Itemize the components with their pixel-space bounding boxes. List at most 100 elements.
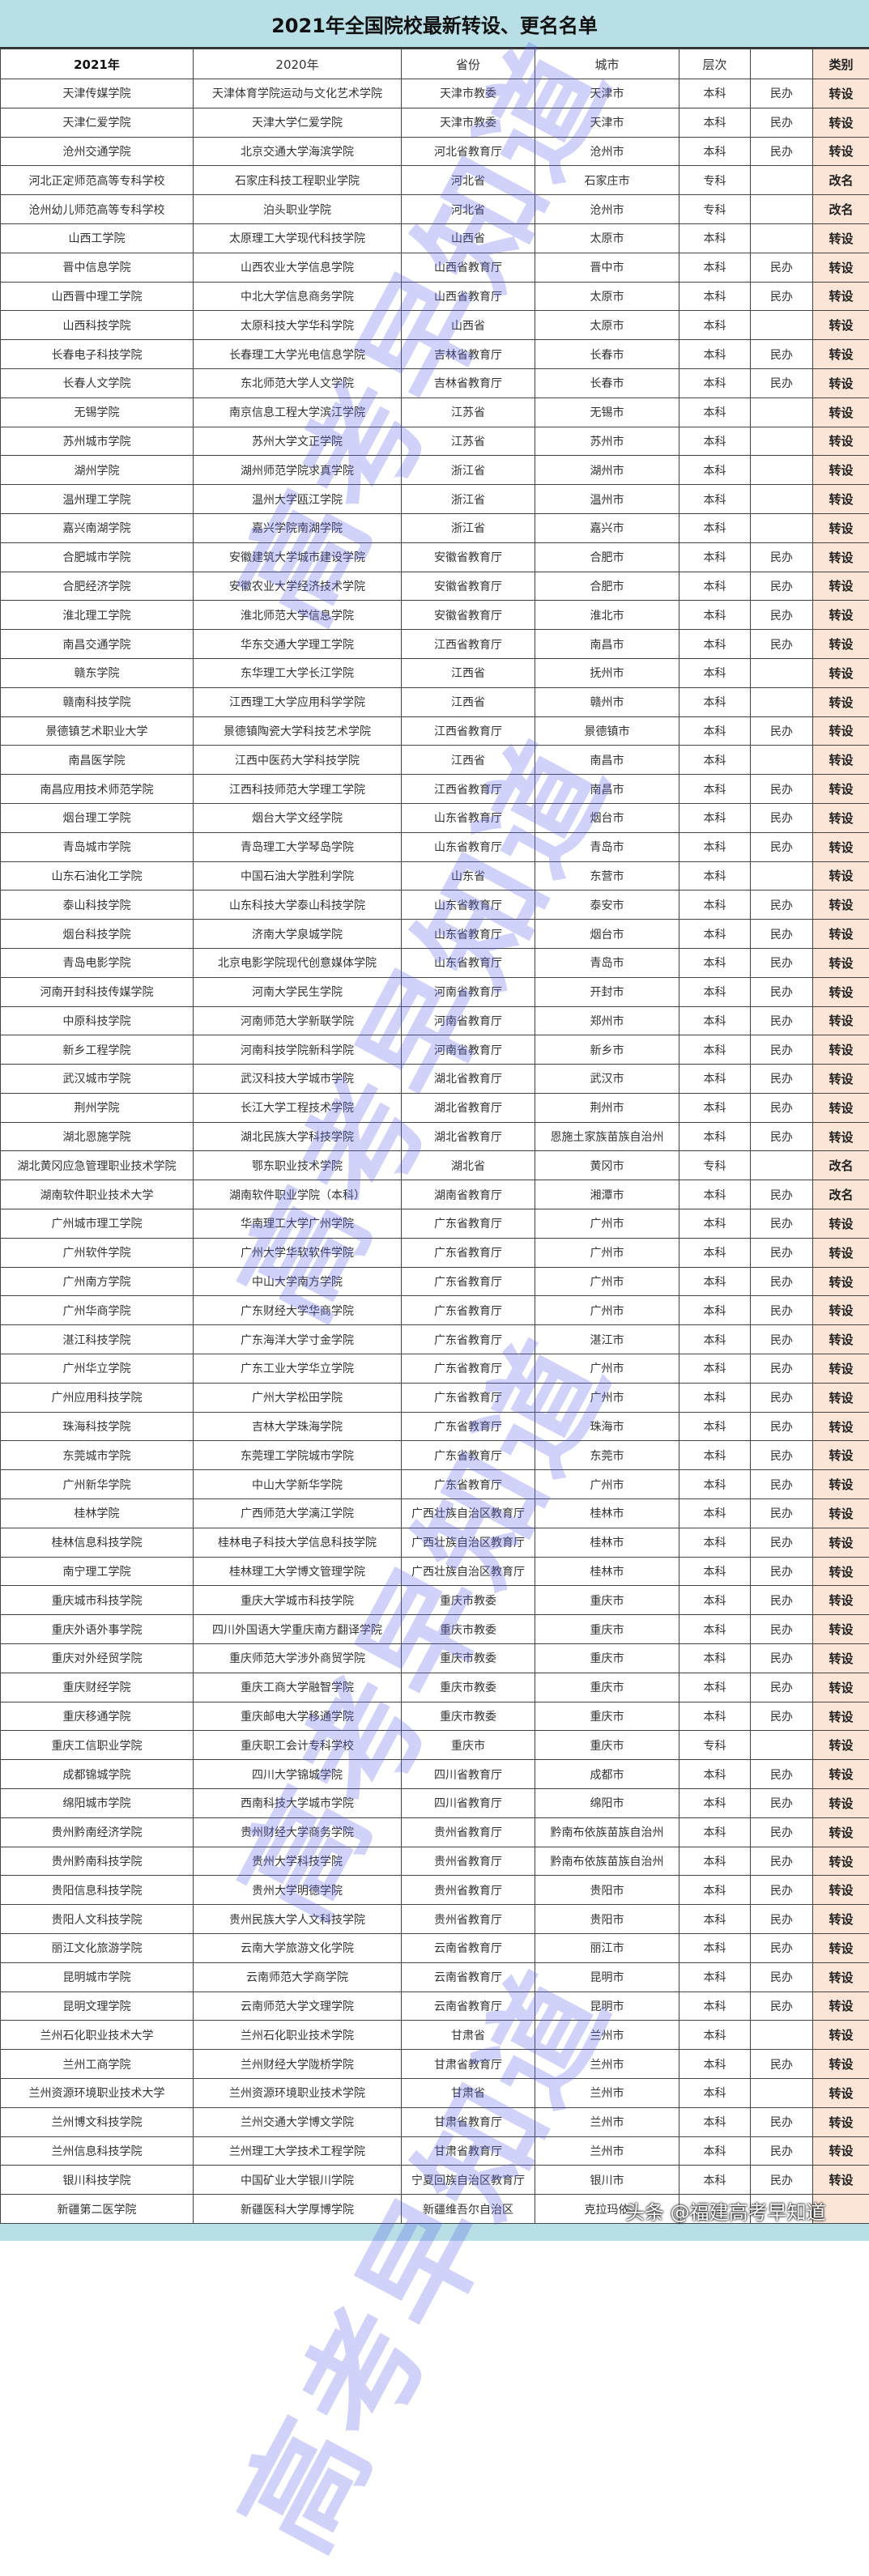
province-cell: 江西省教育厅	[402, 630, 535, 659]
level-cell: 本科	[679, 1267, 751, 1296]
province-cell: 云南省教育厅	[402, 1962, 535, 1992]
category-cell: 转设	[813, 1528, 869, 1557]
city-cell: 广州市	[535, 1267, 679, 1296]
name-2020-cell: 重庆职工会计专科学校	[194, 1731, 402, 1760]
city-cell: 丽江市	[535, 1934, 679, 1963]
ownership-cell: 民办	[751, 1238, 813, 1267]
province-cell: 甘肃省	[402, 2078, 535, 2107]
table-row: 湛江科技学院广东海洋大学寸金学院广东省教育厅湛江市本科民办转设	[1, 1325, 869, 1354]
level-cell: 本科	[679, 977, 751, 1006]
table-row: 兰州博文科技学院兰州交通大学博文学院甘肃省教育厅兰州市本科民办转设	[1, 2107, 869, 2136]
ownership-cell	[751, 166, 813, 195]
name-2020-cell: 南京信息工程大学滨江学院	[194, 397, 402, 427]
table-row: 桂林学院广西师范大学漓江学院广西壮族自治区教育厅桂林市本科民办转设	[1, 1499, 869, 1528]
ownership-cell: 民办	[751, 1557, 813, 1586]
level-cell: 本科	[679, 1383, 751, 1412]
table-row: 泰山科技学院山东科技大学泰山科技学院山东省教育厅泰安市本科民办转设	[1, 891, 869, 920]
name-2021-cell: 贵州黔南经济学院	[1, 1817, 194, 1847]
name-2021-cell: 广州城市理工学院	[1, 1209, 194, 1239]
province-cell: 广东省教育厅	[402, 1383, 535, 1412]
city-cell: 重庆市	[535, 1586, 679, 1615]
table-row: 天津传媒学院天津体育学院运动与文化艺术学院天津市教委天津市本科民办转设	[1, 79, 869, 108]
province-cell: 广东省教育厅	[402, 1412, 535, 1441]
table-row: 成都锦城学院四川大学锦城学院四川省教育厅成都市本科民办转设	[1, 1760, 869, 1789]
name-2020-cell: 广东工业大学华立学院	[194, 1354, 402, 1384]
level-cell: 本科	[679, 601, 751, 630]
table-row: 桂林信息科技学院桂林电子科技大学信息科技学院广西壮族自治区教育厅桂林市本科民办转…	[1, 1528, 869, 1557]
name-2021-cell: 成都锦城学院	[1, 1760, 194, 1789]
ownership-cell: 民办	[751, 2136, 813, 2166]
name-2020-cell: 嘉兴学院南湖学院	[194, 513, 402, 542]
province-cell: 重庆市教委	[402, 1615, 535, 1644]
province-cell: 云南省教育厅	[402, 1992, 535, 2021]
name-2021-cell: 合肥经济学院	[1, 572, 194, 601]
category-cell: 转设	[813, 1412, 869, 1441]
province-cell: 山东省教育厅	[402, 920, 535, 949]
name-2020-cell: 天津大学仁爱学院	[194, 108, 402, 137]
category-cell: 转设	[813, 920, 869, 949]
name-2020-cell: 东北师范大学人文学院	[194, 368, 402, 397]
category-cell: 改名	[813, 195, 869, 224]
table-row: 苏州城市学院苏州大学文正学院江苏省苏州市本科转设	[1, 427, 869, 456]
ownership-cell: 民办	[751, 340, 813, 369]
category-cell: 转设	[813, 2021, 869, 2050]
city-cell: 重庆市	[535, 1644, 679, 1673]
city-cell: 重庆市	[535, 1731, 679, 1760]
name-2021-cell: 银川科技学院	[1, 2166, 194, 2195]
name-2020-cell: 中山大学南方学院	[194, 1267, 402, 1296]
table-row: 湖北恩施学院湖北民族大学科技学院湖北省教育厅恩施土家族苗族自治州本科民办转设	[1, 1122, 869, 1151]
level-cell: 本科	[679, 948, 751, 977]
province-cell: 广东省教育厅	[402, 1267, 535, 1296]
ownership-cell	[751, 746, 813, 775]
city-cell: 温州市	[535, 485, 679, 514]
table-row: 河南开封科技传媒学院河南大学民生学院河南省教育厅开封市本科民办转设	[1, 977, 869, 1006]
province-cell: 江西省	[402, 658, 535, 687]
name-2020-cell: 桂林电子科技大学信息科技学院	[194, 1528, 402, 1557]
name-2021-cell: 东莞城市学院	[1, 1441, 194, 1470]
city-cell: 重庆市	[535, 1673, 679, 1702]
level-cell: 本科	[679, 137, 751, 166]
level-cell: 本科	[679, 1905, 751, 1934]
name-2021-cell: 赣东学院	[1, 658, 194, 687]
ownership-cell: 民办	[751, 1006, 813, 1035]
name-2020-cell: 西南科技大学城市学院	[194, 1789, 402, 1818]
source-credit: 头条 @福建高考早知道	[625, 2196, 826, 2225]
province-cell: 贵州省教育厅	[402, 1876, 535, 1905]
city-cell: 天津市	[535, 108, 679, 137]
table-row: 沧州交通学院北京交通大学海滨学院河北省教育厅沧州市本科民办转设	[1, 137, 869, 166]
name-2020-cell: 桂林理工大学博文管理学院	[194, 1557, 402, 1586]
name-2020-cell: 华东交通大学理工学院	[194, 630, 402, 659]
category-cell: 转设	[813, 311, 869, 340]
name-2021-cell: 武汉城市学院	[1, 1065, 194, 1094]
level-cell: 本科	[679, 1470, 751, 1499]
ownership-cell	[751, 397, 813, 427]
city-cell: 开封市	[535, 977, 679, 1006]
ownership-cell: 民办	[751, 1354, 813, 1384]
name-2020-cell: 广西师范大学漓江学院	[194, 1499, 402, 1528]
table-row: 重庆财经学院重庆工商大学融智学院重庆市教委重庆市本科民办转设	[1, 1673, 869, 1702]
table-row: 湖南软件职业技术大学湖南软件职业学院（本科）湖南省教育厅湘潭市本科民办改名	[1, 1180, 869, 1209]
table-row: 昆明文理学院云南师范大学文理学院云南省教育厅昆明市本科民办转设	[1, 1992, 869, 2021]
province-cell: 广东省教育厅	[402, 1354, 535, 1384]
name-2020-cell: 云南师范大学文理学院	[194, 1992, 402, 2021]
name-2021-cell: 昆明城市学院	[1, 1962, 194, 1992]
province-cell: 江苏省	[402, 397, 535, 427]
name-2020-cell: 太原理工大学现代科技学院	[194, 223, 402, 253]
table-row: 烟台科技学院济南大学泉城学院山东省教育厅烟台市本科民办转设	[1, 920, 869, 949]
province-cell: 广东省教育厅	[402, 1441, 535, 1470]
name-2020-cell: 云南师范大学商学院	[194, 1962, 402, 1992]
name-2020-cell: 兰州石化职业技术学院	[194, 2021, 402, 2050]
name-2020-cell: 江西理工大学应用科学学院	[194, 687, 402, 716]
category-cell: 转设	[813, 2078, 869, 2107]
category-cell: 转设	[813, 1789, 869, 1818]
province-cell: 云南省教育厅	[402, 1934, 535, 1963]
ownership-cell: 民办	[751, 1789, 813, 1818]
province-cell: 吉林省教育厅	[402, 368, 535, 397]
ownership-cell: 民办	[751, 1992, 813, 2021]
category-cell: 转设	[813, 1441, 869, 1470]
category-cell: 改名	[813, 166, 869, 195]
province-cell: 甘肃省教育厅	[402, 2107, 535, 2136]
city-cell: 烟台市	[535, 803, 679, 832]
level-cell: 本科	[679, 1702, 751, 1731]
city-cell: 桂林市	[535, 1557, 679, 1586]
